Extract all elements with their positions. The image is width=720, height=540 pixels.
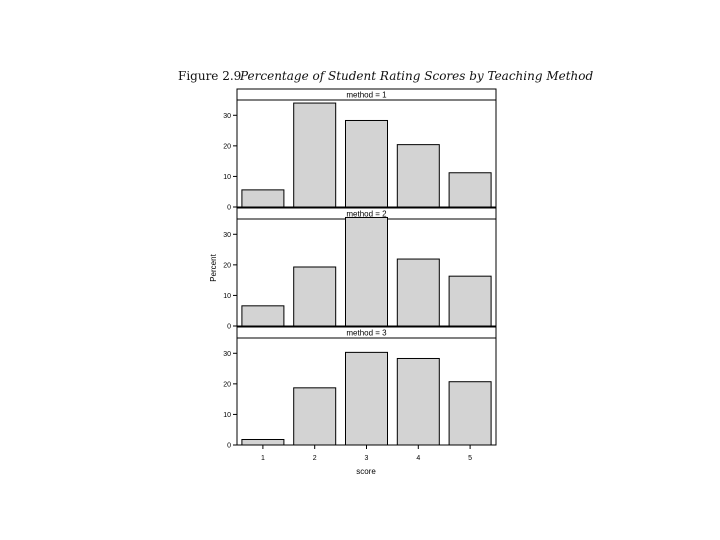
bar-method-1-score-2: [293, 102, 337, 208]
x-tick-label: 1: [261, 455, 265, 462]
x-tick-label: 2: [313, 455, 317, 462]
panel-strip-label: method = 2: [346, 210, 387, 219]
panel-strip-label: method = 1: [346, 91, 387, 100]
y-tick-label: 30: [223, 232, 231, 239]
y-tick-label: 30: [223, 351, 231, 358]
bar-method-3-score-3: [345, 351, 388, 446]
x-tick-label: 5: [468, 455, 472, 462]
bar-method-1-score-3: [345, 119, 388, 208]
panel-method-3: method = 3 0 10 20 30: [223, 326, 497, 450]
x-axis-label: score: [356, 467, 376, 476]
bar-method-2-score-1: [241, 305, 285, 327]
y-tick-label: 10: [223, 412, 231, 419]
figure-label: Figure 2.9: [178, 69, 241, 83]
bar-method-2-score-3: [345, 216, 388, 327]
y-tick-label: 0: [227, 324, 231, 331]
figure-title: Percentage of Student Rating Scores by T…: [239, 69, 594, 83]
y-tick-label: 0: [227, 443, 231, 450]
bar-method-1-score-4: [396, 144, 440, 208]
bar-method-2-score-2: [293, 266, 337, 327]
bar-method-3-score-2: [293, 387, 337, 446]
panel-method-1: method = 1 0 10 20 30: [223, 88, 497, 212]
x-axis: 1 2 3 4 5: [261, 445, 472, 462]
bar-method-3-score-4: [396, 357, 440, 446]
y-tick-label: 0: [227, 205, 231, 212]
bar-method-3-score-1: [241, 438, 285, 446]
y-tick-label: 20: [223, 143, 231, 150]
y-tick-label: 10: [223, 174, 231, 181]
bar-method-3-score-5: [448, 381, 492, 446]
panel-strip-label: method = 3: [346, 329, 387, 338]
y-tick-label: 20: [223, 262, 231, 269]
panel-method-2: method = 2 0 10 20 30: [223, 207, 497, 331]
bar-method-1-score-5: [448, 172, 492, 208]
y-axis-label: Percent: [209, 253, 218, 281]
bar-method-2-score-5: [448, 275, 492, 327]
y-tick-label: 10: [223, 293, 231, 300]
bar-method-2-score-4: [396, 258, 440, 327]
y-tick-label: 30: [223, 113, 231, 120]
y-tick-label: 20: [223, 381, 231, 388]
bar-method-1-score-1: [241, 189, 285, 208]
x-tick-label: 4: [416, 455, 420, 462]
x-tick-label: 3: [365, 455, 369, 462]
